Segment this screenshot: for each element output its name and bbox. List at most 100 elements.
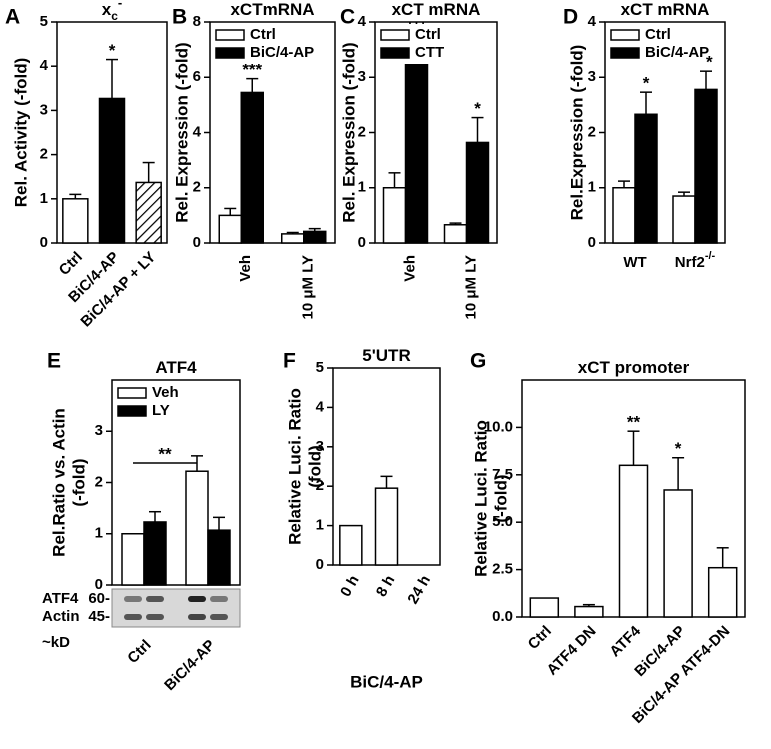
title-text: ATF4 bbox=[155, 358, 197, 377]
bracket-label: ** bbox=[158, 444, 172, 463]
bar bbox=[218, 214, 242, 244]
bar bbox=[443, 224, 468, 244]
y-tick-label: 0 bbox=[316, 556, 324, 573]
x-tick-label: 10 μM LY bbox=[462, 255, 479, 319]
y-axis-label: Rel. Expression (-fold) bbox=[339, 42, 358, 222]
y-tick-label: 2 bbox=[588, 123, 596, 140]
y-axis-label: Rel. Activity (-fold) bbox=[11, 58, 30, 208]
title-text: xCTmRNA bbox=[230, 0, 314, 19]
y-tick-label: 6 bbox=[193, 68, 201, 85]
category-text: WT bbox=[623, 254, 646, 271]
panel-letter: B bbox=[172, 6, 187, 29]
legend-swatch bbox=[380, 29, 410, 41]
bar bbox=[382, 187, 407, 244]
bar bbox=[404, 56, 429, 244]
legend-label: BiC/4-AP bbox=[250, 44, 314, 61]
bar bbox=[707, 566, 738, 618]
bar bbox=[374, 487, 399, 566]
x-tick-label: 8 h bbox=[373, 572, 399, 599]
panel-title: xCT mRNA bbox=[621, 0, 710, 19]
y-tick-label: 0 bbox=[40, 234, 48, 251]
y-tick-label: 1 bbox=[588, 179, 596, 196]
bar bbox=[98, 97, 126, 244]
bar bbox=[135, 181, 162, 244]
legend-label: Ctrl bbox=[250, 26, 276, 43]
legend-label: Ctrl bbox=[645, 26, 671, 43]
panel-letter: G bbox=[470, 350, 486, 373]
y-tick-label: 3 bbox=[358, 68, 366, 85]
blot-unit-label: ~kD bbox=[42, 634, 70, 651]
y-tick-label: 3 bbox=[95, 422, 103, 439]
category-text: Nrf2 bbox=[675, 254, 705, 271]
y-tick-label: 10.0 bbox=[484, 418, 513, 435]
legend-swatch bbox=[117, 387, 147, 399]
title-text: xCT mRNA bbox=[621, 0, 710, 19]
y-tick-label: 5 bbox=[316, 359, 324, 376]
legend-label: Ctrl bbox=[415, 26, 441, 43]
y-tick-label: 0 bbox=[193, 234, 201, 251]
significance-label: * bbox=[109, 41, 116, 60]
blot-row-label: ATF4 bbox=[42, 590, 79, 607]
panel-title: 5'UTR bbox=[362, 346, 410, 365]
legend-label: LY bbox=[152, 402, 170, 419]
y-tick-label: 4 bbox=[358, 13, 367, 30]
panel-letter: E bbox=[47, 350, 61, 373]
y-tick-label: 0 bbox=[95, 576, 103, 593]
legend-label: Veh bbox=[152, 384, 179, 401]
blot-band bbox=[146, 596, 164, 602]
panel-title: xCTmRNA bbox=[230, 0, 314, 19]
legend-label: CTT bbox=[415, 44, 444, 61]
x-tick-label: Ctrl bbox=[124, 637, 154, 667]
legend-swatch bbox=[380, 47, 410, 59]
bar bbox=[663, 489, 693, 618]
y-tick-label: 0 bbox=[588, 234, 596, 251]
blot-band bbox=[210, 596, 228, 602]
title-text: 5'UTR bbox=[362, 346, 410, 365]
x-tick-label: ATF4 bbox=[606, 622, 644, 660]
legend-swatch bbox=[215, 29, 245, 41]
panel-title: ATF4 bbox=[155, 358, 197, 377]
bar bbox=[121, 533, 145, 586]
bar bbox=[240, 91, 264, 244]
blot-band bbox=[146, 614, 164, 620]
bar bbox=[694, 88, 718, 244]
blot-row-label: Actin bbox=[42, 608, 80, 625]
legend-swatch bbox=[610, 47, 640, 59]
y-tick-label: 0.0 bbox=[492, 608, 513, 625]
y-tick-label: 2 bbox=[358, 123, 366, 140]
blot-band bbox=[124, 596, 142, 602]
bar bbox=[281, 233, 305, 244]
significance-label: ** bbox=[627, 413, 641, 432]
bar bbox=[339, 524, 363, 566]
panel-letter: C bbox=[340, 6, 355, 29]
bar bbox=[634, 113, 658, 244]
legend-swatch bbox=[117, 405, 147, 417]
bar bbox=[465, 141, 490, 244]
bar bbox=[672, 195, 696, 244]
x-tick-label: BiC/4-AP bbox=[161, 637, 218, 694]
y-tick-label: 4 bbox=[316, 398, 325, 415]
y-axis-label: Rel. Expression (-fold) bbox=[172, 42, 191, 222]
bar bbox=[62, 198, 89, 244]
significance-label: * bbox=[675, 439, 682, 458]
y-axis-label: (-fold) bbox=[69, 458, 88, 506]
x-tick-label: Ctrl bbox=[525, 623, 555, 653]
y-axis-label: Relative Luci. Ratio bbox=[285, 388, 304, 545]
x-tick-label: 10 μM LY bbox=[300, 255, 317, 319]
blot-marker-label: 45- bbox=[88, 608, 110, 625]
x-tick-label: WT bbox=[623, 254, 646, 271]
blot-band bbox=[188, 596, 206, 602]
y-tick-label: 0 bbox=[358, 234, 366, 251]
panel-title: xCT promoter bbox=[578, 358, 690, 377]
y-axis-label: (fold) bbox=[305, 445, 324, 487]
x-tick-label: 0 h bbox=[337, 572, 363, 599]
panel-letter: A bbox=[5, 6, 20, 29]
y-tick-label: 1 bbox=[358, 179, 366, 196]
panel-title: xc- bbox=[102, 0, 123, 23]
x-tick-label: Veh bbox=[401, 255, 418, 282]
x-tick-label: 24 h bbox=[404, 572, 434, 606]
bar bbox=[612, 187, 636, 244]
x-tick-label: Nrf2-/- bbox=[675, 250, 716, 271]
title-superscript: - bbox=[118, 0, 122, 10]
